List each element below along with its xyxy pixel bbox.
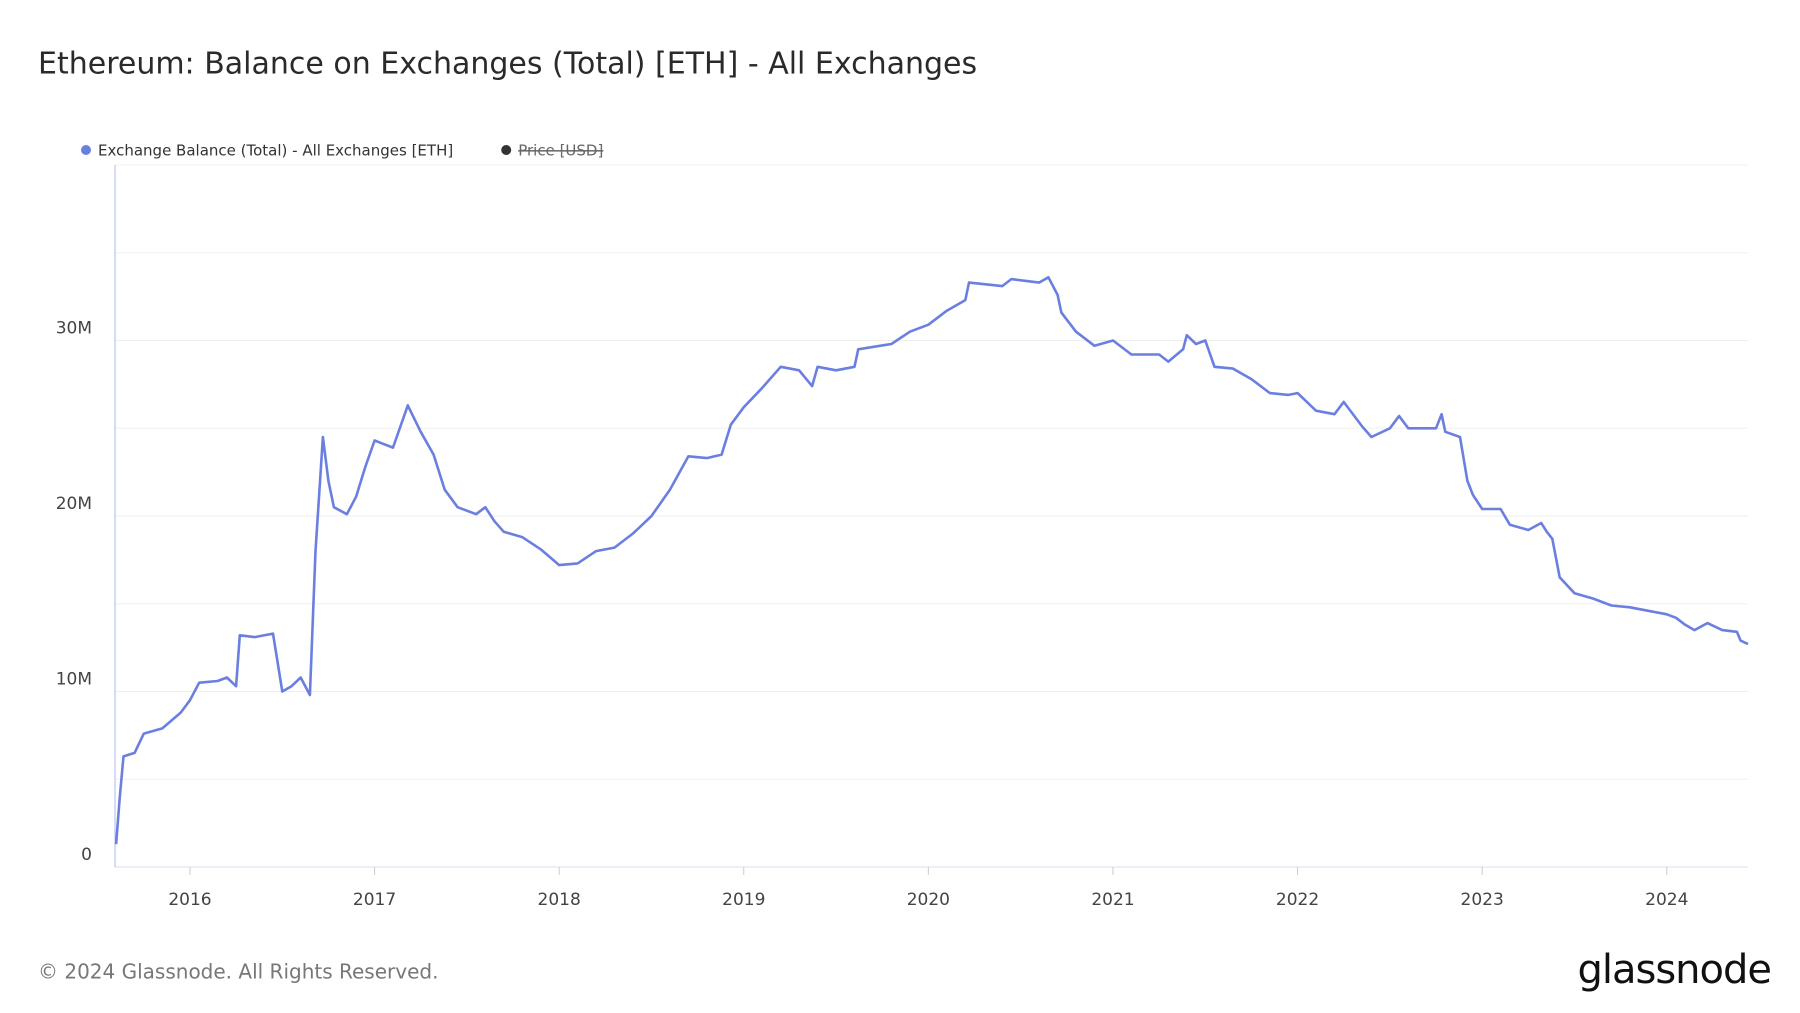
legend-label[interactable]: Price [USD] [518,142,603,160]
legend-marker [501,145,512,155]
x-tick-label: 2020 [907,890,950,910]
x-tick-label: 2022 [1276,890,1319,910]
y-tick-label: 0 [81,845,92,865]
y-tick-label: 30M [56,319,92,339]
x-tick-label: 2024 [1645,890,1688,910]
x-tick-label: 2023 [1461,890,1504,910]
series-line [114,276,1749,845]
legend-label[interactable]: Exchange Balance (Total) - All Exchanges… [98,142,453,160]
x-tick-label: 2018 [538,890,581,910]
copyright: © 2024 Glassnode. All Rights Reserved. [38,960,438,984]
x-tick-label: 2016 [168,890,211,910]
y-tick-label: 20M [56,494,92,514]
x-tick-label: 2017 [353,890,396,910]
legend-marker [81,145,91,155]
x-tick-label: 2019 [722,890,765,910]
chart-title: Ethereum: Balance on Exchanges (Total) [… [38,47,977,82]
y-tick-label: 10M [56,670,92,690]
logo: glassnode [1577,947,1771,993]
x-tick-label: 2021 [1091,890,1134,910]
